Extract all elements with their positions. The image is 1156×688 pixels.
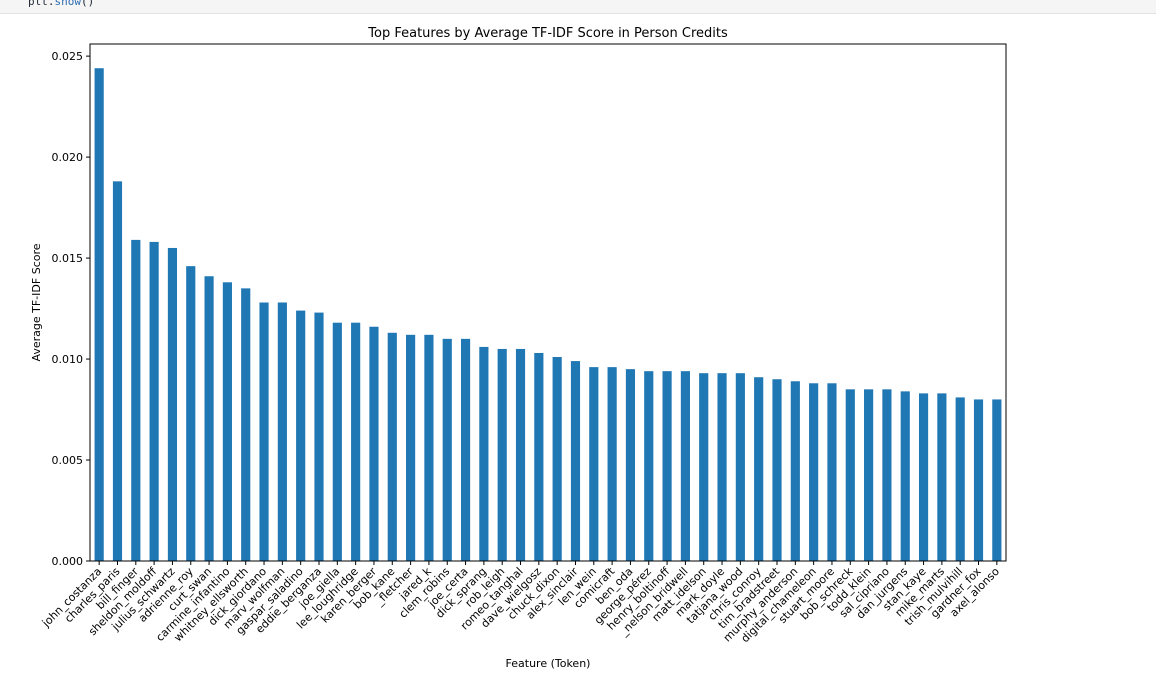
bar <box>735 373 745 561</box>
x-axis-ticks: john_costanzacharles_parisbill_fingershe… <box>39 561 1002 645</box>
bar <box>534 352 544 561</box>
code-suffix: () <box>81 0 95 8</box>
bar <box>186 266 196 561</box>
bar <box>992 399 1002 561</box>
code-method: show <box>54 0 82 8</box>
bar <box>167 247 178 561</box>
code-cell-strip: plt.show() <box>0 0 1156 14</box>
bar <box>570 361 581 561</box>
bar <box>625 369 636 561</box>
bar <box>864 389 874 561</box>
bar <box>900 391 910 561</box>
bar <box>772 379 782 561</box>
bar <box>680 371 690 561</box>
y-tick-label: 0.020 <box>52 151 84 164</box>
bar <box>241 288 251 561</box>
bar-group <box>94 68 1002 561</box>
bar <box>460 338 471 561</box>
y-axis-title: Average TF-IDF Score <box>30 243 43 361</box>
bar <box>351 322 361 561</box>
y-tick-label: 0.005 <box>52 454 84 467</box>
y-tick-label: 0.000 <box>52 555 84 568</box>
code-line: plt.show() <box>28 0 94 8</box>
y-axis-ticks: 0.000 0.005 0.010 0.015 0.020 0.025 <box>52 50 90 568</box>
bar <box>332 322 342 561</box>
bar <box>955 397 965 561</box>
plot-frame <box>89 43 1007 562</box>
bar <box>479 346 489 561</box>
bar <box>790 381 800 561</box>
bar <box>259 302 269 561</box>
y-tick-label: 0.015 <box>52 252 84 265</box>
bar <box>296 310 306 561</box>
bar <box>644 371 654 561</box>
bar <box>131 239 141 561</box>
bar <box>406 334 416 561</box>
bar <box>149 241 159 561</box>
bar <box>607 367 617 561</box>
y-tick-label: 0.025 <box>52 50 84 63</box>
bar <box>387 332 397 561</box>
bar <box>827 383 837 561</box>
bar <box>937 393 947 561</box>
bar <box>918 393 929 561</box>
bar <box>112 181 123 561</box>
bar <box>369 326 379 561</box>
code-object: plt <box>28 0 48 8</box>
bar <box>717 373 727 561</box>
x-axis-title: Feature (Token) <box>506 657 591 670</box>
bar <box>662 371 672 561</box>
bar <box>882 389 892 561</box>
bar <box>515 348 526 561</box>
bar <box>497 348 507 561</box>
bar <box>699 373 709 561</box>
bar <box>277 302 287 561</box>
bar <box>552 357 562 561</box>
bar <box>424 334 434 561</box>
bar <box>204 276 214 561</box>
bar <box>809 383 819 561</box>
bar <box>754 377 764 561</box>
bar <box>845 389 855 561</box>
bar <box>442 338 452 561</box>
bar <box>314 312 324 561</box>
bar <box>94 68 104 561</box>
bar <box>222 282 232 561</box>
y-tick-label: 0.010 <box>52 353 84 366</box>
bar <box>589 367 599 561</box>
bar <box>973 399 984 561</box>
chart-title: Top Features by Average TF-IDF Score in … <box>367 26 728 41</box>
